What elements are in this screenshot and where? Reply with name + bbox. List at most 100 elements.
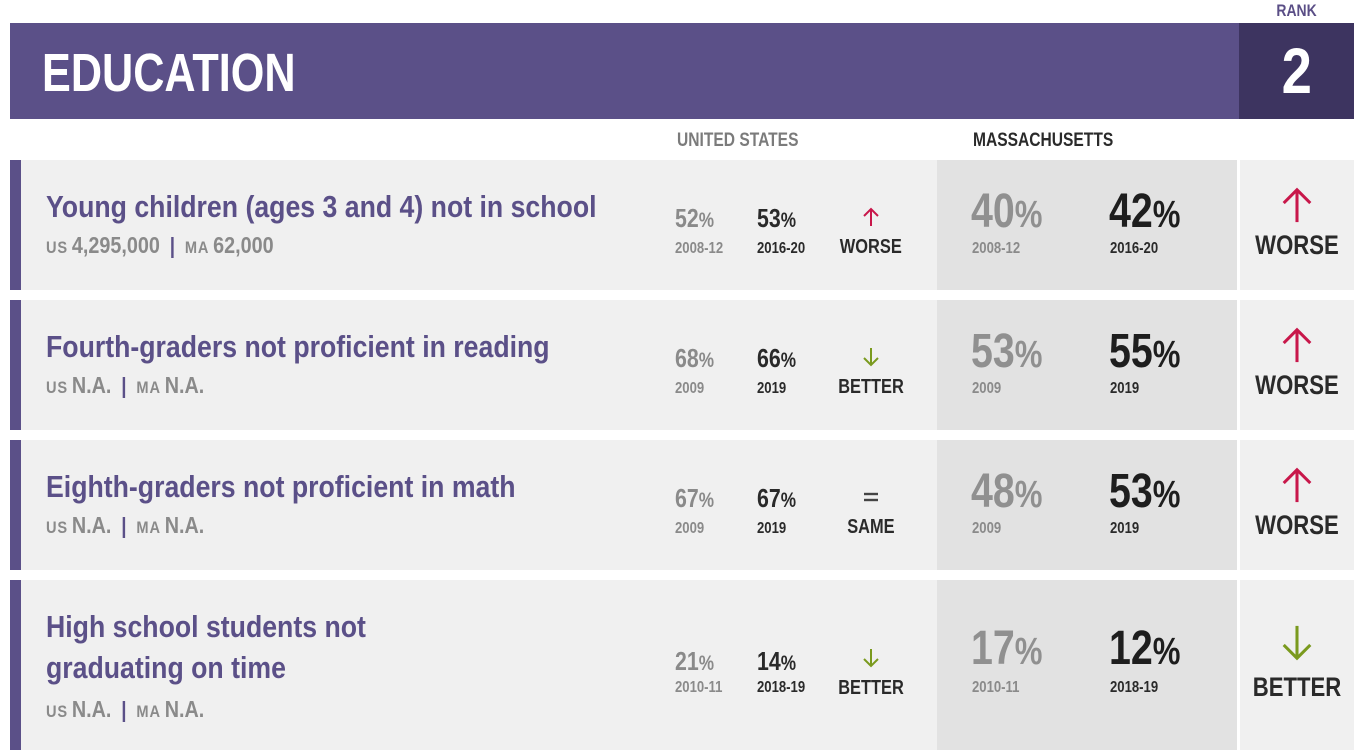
indicator-title-line-2: graduating on time [46, 650, 286, 685]
indicator-title-line-1: High school students not [46, 609, 366, 644]
column-header-us: UNITED STATES [677, 130, 799, 151]
column-header-ma: MASSACHUSETTS [973, 130, 1114, 151]
us-trend-label: BETTER [838, 677, 904, 699]
ma-old-value: 53% [971, 325, 1043, 378]
row-accent-bar [10, 440, 21, 570]
ma-old-value: 40% [971, 185, 1043, 238]
indicator-title: Fourth-graders not proficient in reading [46, 326, 550, 367]
ma-new-year: 2016-20 [1110, 240, 1159, 257]
indicator-row: Fourth-graders not proficient in reading… [10, 300, 1354, 430]
us-count-label: US [46, 702, 69, 721]
us-old-value: 21% [675, 646, 715, 676]
us-old-value: 68% [675, 343, 715, 373]
ma-panel [937, 580, 1237, 750]
ma-count-label: MA [184, 238, 210, 257]
us-old-year: 2008-12 [675, 240, 724, 257]
ma-trend-label: WORSE [1255, 510, 1339, 540]
ma-trend-label: BETTER [1252, 672, 1342, 702]
us-trend-icon [831, 648, 911, 673]
indicator-title: Young children (ages 3 and 4) not in sch… [46, 186, 597, 227]
indicator-counts: US 4,295,000 | MA 62,000 [46, 232, 311, 259]
us-new-year: 2019 [757, 520, 787, 537]
us-count-label: US [46, 238, 69, 257]
us-new-year: 2016-20 [757, 240, 806, 257]
us-old-year: 2009 [675, 520, 705, 537]
us-count-value: N.A. [71, 696, 112, 722]
count-separator: | [121, 513, 127, 538]
ma-new-value: 53% [1109, 465, 1181, 518]
ma-new-value: 55% [1109, 325, 1181, 378]
ma-new-value: 12% [1109, 622, 1181, 675]
us-count-value: N.A. [71, 512, 112, 538]
ma-trend-panel [1240, 160, 1354, 290]
page-title: EDUCATION [42, 43, 296, 103]
row-background [10, 160, 937, 290]
us-trend-icon [831, 347, 911, 372]
row-background [10, 300, 937, 430]
indicator-title: Eighth-graders not proficient in math [46, 466, 516, 507]
ma-count-value: N.A. [164, 512, 205, 538]
us-count-value: 4,295,000 [71, 232, 160, 258]
ma-trend-icon [1240, 186, 1354, 229]
indicator-title-line-1: Young children (ages 3 and 4) not in sch… [46, 189, 597, 224]
us-old-value: 52% [675, 203, 715, 233]
row-accent-bar [10, 300, 21, 430]
us-new-value: 66% [757, 343, 797, 373]
ma-old-value: 17% [971, 622, 1043, 675]
count-separator: | [169, 233, 176, 258]
ma-count-value: 62,000 [213, 232, 274, 258]
ma-count-label: MA [136, 702, 161, 721]
row-accent-bar [10, 160, 21, 290]
us-trend-label: SAME [847, 516, 895, 538]
ma-new-year: 2018-19 [1110, 679, 1159, 696]
indicator-row: Young children (ages 3 and 4) not in sch… [10, 160, 1354, 290]
ma-old-year: 2009 [972, 380, 1002, 397]
us-count-label: US [46, 378, 69, 397]
us-count-label: US [46, 518, 69, 537]
ma-trend-icon [1240, 466, 1354, 509]
indicator-row: High school students not graduating on t… [10, 580, 1354, 750]
us-old-value: 67% [675, 483, 715, 513]
indicator-title-line-1: Fourth-graders not proficient in reading [46, 329, 550, 364]
ma-trend-label: WORSE [1255, 230, 1339, 260]
us-old-year: 2009 [675, 380, 705, 397]
us-trend-icon [831, 207, 911, 232]
row-accent-bar [10, 580, 21, 750]
us-count-value: N.A. [71, 372, 112, 398]
ma-trend-icon [1240, 624, 1354, 667]
ma-panel [937, 160, 1237, 290]
indicator-title-line-1: Eighth-graders not proficient in math [46, 469, 516, 504]
indicator-counts: US N.A. | MA N.A. [46, 372, 230, 399]
ma-old-year: 2010-11 [972, 679, 1020, 696]
indicator-title: High school students not graduating on t… [46, 606, 366, 688]
ma-trend-panel [1240, 300, 1354, 430]
us-trend-icon [831, 487, 911, 512]
ma-count-value: N.A. [164, 372, 205, 398]
indicator-counts: US N.A. | MA N.A. [46, 696, 230, 723]
ma-trend-panel [1240, 440, 1354, 570]
us-new-year: 2019 [757, 380, 787, 397]
ma-trend-icon [1240, 326, 1354, 369]
rank-label: RANK [1276, 1, 1318, 20]
us-new-value: 67% [757, 483, 797, 513]
us-trend-label: WORSE [840, 236, 902, 258]
ma-old-year: 2008-12 [972, 240, 1021, 257]
count-separator: | [121, 373, 127, 398]
ma-trend-panel [1240, 580, 1354, 750]
row-background [10, 440, 937, 570]
ma-trend-label: WORSE [1255, 370, 1339, 400]
row-background [10, 580, 937, 750]
ma-panel [937, 440, 1237, 570]
us-new-value: 14% [757, 646, 797, 676]
header-bar [10, 23, 1239, 119]
ma-panel [937, 300, 1237, 430]
rank-value: 2 [1281, 35, 1312, 107]
count-separator: | [121, 697, 127, 722]
us-new-year: 2018-19 [757, 679, 806, 696]
ma-new-value: 42% [1109, 185, 1181, 238]
ma-count-label: MA [136, 378, 161, 397]
ma-old-year: 2009 [972, 520, 1002, 537]
ma-new-year: 2019 [1110, 520, 1140, 537]
indicator-row: Eighth-graders not proficient in math US… [10, 440, 1354, 570]
ma-new-year: 2019 [1110, 380, 1140, 397]
